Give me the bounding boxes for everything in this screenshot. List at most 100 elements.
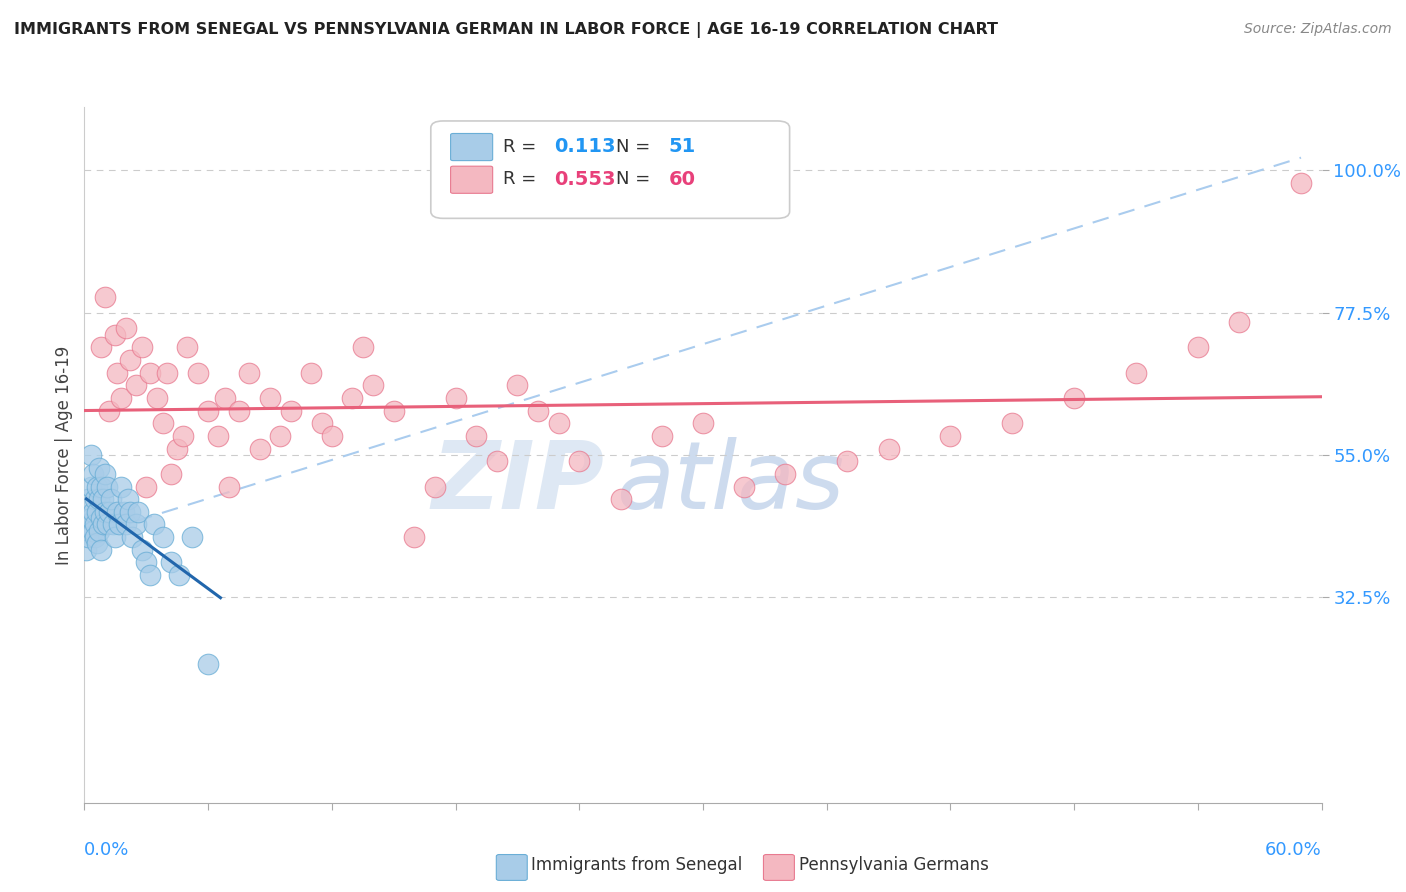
Y-axis label: In Labor Force | Age 16-19: In Labor Force | Age 16-19: [55, 345, 73, 565]
Point: [90, 340, 112, 354]
Point: [939, 429, 962, 443]
Text: 51: 51: [668, 137, 696, 156]
Point: [127, 505, 149, 519]
FancyBboxPatch shape: [450, 166, 492, 194]
Text: R =: R =: [502, 170, 536, 188]
Point: [91, 517, 114, 532]
Point: [228, 403, 250, 417]
Point: [249, 442, 271, 456]
Point: [114, 517, 136, 532]
Point: [112, 505, 135, 519]
Point: [90, 479, 112, 493]
Point: [83, 530, 105, 544]
Point: [103, 517, 125, 532]
Point: [82, 467, 104, 481]
Point: [1125, 366, 1147, 380]
Point: [692, 417, 714, 431]
Point: [1063, 391, 1085, 405]
Text: Pennsylvania Germans: Pennsylvania Germans: [799, 856, 988, 874]
Point: [197, 657, 219, 671]
Point: [166, 442, 188, 456]
Point: [877, 442, 900, 456]
Point: [104, 327, 127, 342]
Point: [361, 378, 384, 392]
Point: [423, 479, 446, 493]
Point: [207, 429, 229, 443]
Point: [444, 391, 467, 405]
Point: [94, 467, 117, 481]
Point: [135, 556, 157, 570]
Text: N =: N =: [616, 137, 651, 156]
Point: [342, 391, 364, 405]
Point: [79, 448, 101, 462]
Point: [152, 417, 174, 431]
Point: [733, 479, 755, 493]
Point: [1187, 340, 1209, 354]
Point: [609, 492, 631, 507]
Point: [214, 391, 236, 405]
Point: [269, 429, 291, 443]
Point: [131, 542, 153, 557]
Text: N =: N =: [616, 170, 651, 188]
Text: atlas: atlas: [616, 437, 845, 528]
Point: [1227, 315, 1250, 329]
Point: [139, 366, 162, 380]
Point: [94, 505, 117, 519]
Point: [82, 524, 104, 538]
Text: 60.0%: 60.0%: [1265, 841, 1322, 859]
Point: [77, 492, 100, 507]
Point: [94, 290, 117, 304]
Point: [87, 492, 110, 507]
Point: [156, 366, 179, 380]
Point: [98, 505, 121, 519]
Point: [108, 517, 131, 532]
Point: [299, 366, 322, 380]
Point: [96, 517, 118, 532]
Point: [152, 530, 174, 544]
Point: [79, 511, 101, 525]
Point: [82, 505, 104, 519]
Point: [506, 378, 529, 392]
Point: [91, 492, 114, 507]
Point: [465, 429, 488, 443]
Point: [90, 511, 112, 525]
Point: [125, 517, 148, 532]
Point: [321, 429, 343, 443]
Text: ZIP: ZIP: [432, 437, 605, 529]
Point: [100, 492, 122, 507]
FancyBboxPatch shape: [450, 134, 492, 161]
Text: R =: R =: [502, 137, 536, 156]
Point: [86, 479, 108, 493]
Point: [485, 454, 508, 468]
Point: [311, 417, 333, 431]
Point: [83, 517, 105, 532]
Point: [110, 391, 132, 405]
Point: [87, 460, 110, 475]
Point: [527, 403, 550, 417]
Point: [382, 403, 405, 417]
Point: [87, 524, 110, 538]
Point: [114, 321, 136, 335]
Point: [180, 530, 202, 544]
Text: Source: ZipAtlas.com: Source: ZipAtlas.com: [1244, 22, 1392, 37]
Point: [117, 492, 139, 507]
Point: [167, 568, 190, 582]
Text: 60: 60: [668, 169, 696, 189]
Point: [75, 542, 97, 557]
Point: [79, 479, 101, 493]
Point: [121, 530, 143, 544]
Point: [651, 429, 673, 443]
Point: [125, 378, 148, 392]
Point: [352, 340, 374, 354]
Point: [197, 403, 219, 417]
Point: [77, 530, 100, 544]
Point: [187, 366, 209, 380]
Text: Immigrants from Senegal: Immigrants from Senegal: [531, 856, 742, 874]
Point: [259, 391, 281, 405]
Point: [86, 505, 108, 519]
Point: [547, 417, 569, 431]
Point: [131, 340, 153, 354]
Point: [118, 353, 141, 368]
Text: IMMIGRANTS FROM SENEGAL VS PENNSYLVANIA GERMAN IN LABOR FORCE | AGE 16-19 CORREL: IMMIGRANTS FROM SENEGAL VS PENNSYLVANIA …: [14, 22, 998, 38]
Point: [1001, 417, 1024, 431]
